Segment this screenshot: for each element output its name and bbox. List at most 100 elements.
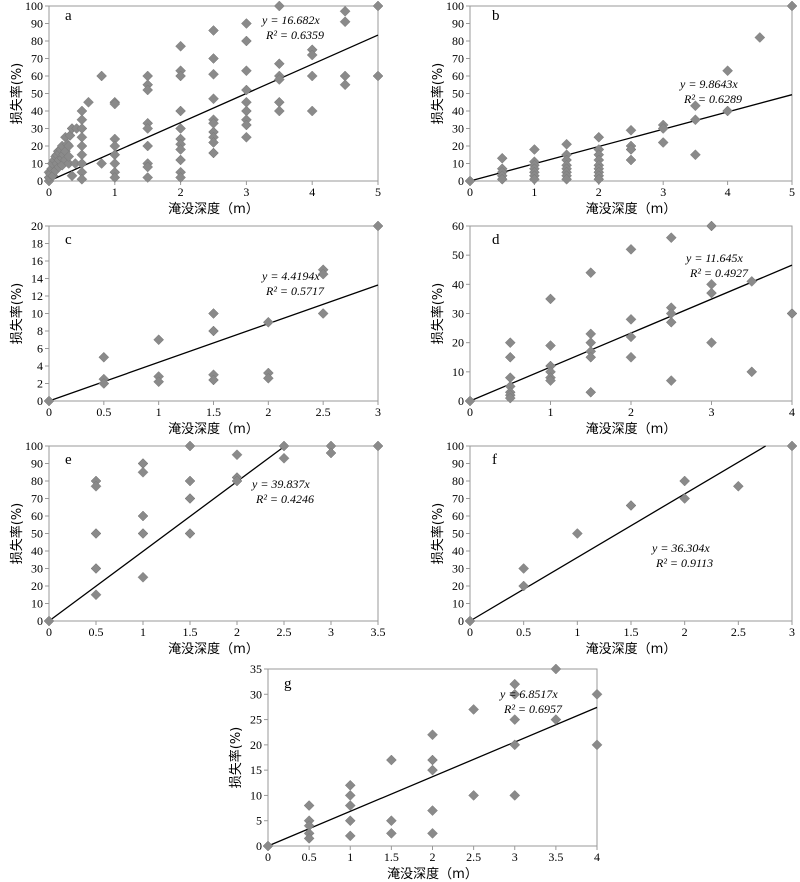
data-point (273, 0, 285, 12)
data-point (386, 754, 397, 766)
panel-letter: g (284, 676, 292, 692)
data-point (109, 98, 121, 110)
data-point (529, 173, 540, 185)
data-point (625, 351, 637, 363)
y-tick-label: 20 (452, 579, 464, 593)
y-tick-label: 0 (458, 174, 464, 188)
data-point (427, 729, 438, 741)
y-tick-label: 10 (31, 307, 43, 321)
x-tick-label: 3 (512, 850, 518, 864)
trendline (469, 94, 793, 182)
y-tick-label: 40 (452, 544, 464, 558)
data-point (273, 74, 285, 85)
x-tick-label: 2.5 (316, 405, 331, 419)
x-tick-label: 0.5 (516, 625, 531, 639)
equation-label: y = 39.837x (251, 477, 310, 491)
trendline (48, 34, 379, 182)
data-point (262, 372, 274, 384)
y-tick-label: 18 (31, 237, 43, 251)
x-tick-label: 5 (375, 185, 381, 199)
data-point (625, 313, 637, 325)
x-axis-label: 淹没深度（m） (168, 201, 259, 217)
data-point (625, 144, 637, 155)
y-axis-label: 损失率(%) (430, 283, 446, 345)
y-tick-label: 70 (31, 492, 43, 506)
y-tick-label: 20 (31, 139, 43, 153)
data-point (184, 475, 196, 487)
equation-label: y = 11.645x (685, 251, 744, 265)
data-point (657, 123, 669, 134)
panel-letter: f (492, 452, 497, 468)
data-point (722, 105, 733, 117)
data-point (137, 466, 149, 478)
data-point (175, 40, 186, 52)
data-point (208, 53, 219, 64)
x-tick-label: 3 (789, 625, 795, 639)
y-tick-label: 30 (452, 562, 464, 576)
data-point (208, 68, 219, 80)
y-tick-label: 10 (452, 157, 464, 171)
y-axis-label: 损失率(%) (9, 63, 25, 125)
data-point (137, 528, 149, 539)
data-point (303, 800, 315, 811)
y-tick-label: 30 (452, 122, 464, 136)
y-tick-label: 20 (31, 219, 43, 233)
data-point (464, 175, 476, 187)
x-tick-label: 2 (265, 405, 271, 419)
data-point (585, 386, 597, 398)
data-point (83, 96, 94, 108)
r2-label: R² = 0.4927 (689, 266, 749, 280)
x-tick-label: 0.5 (96, 405, 111, 419)
data-point (625, 243, 637, 255)
x-tick-label: 1.5 (384, 850, 399, 864)
data-point (184, 528, 196, 539)
data-point (372, 70, 384, 82)
data-point (496, 173, 508, 185)
x-tick-label: 0 (467, 625, 473, 639)
data-point (142, 140, 154, 152)
x-tick-label: 3.5 (371, 625, 386, 639)
r2-label: R² = 0.9113 (655, 556, 713, 570)
y-tick-label: 6 (37, 342, 43, 356)
data-point (153, 334, 165, 346)
y-tick-label: 30 (31, 562, 43, 576)
data-point (427, 805, 438, 816)
y-tick-label: 70 (452, 52, 464, 66)
data-point (344, 800, 356, 811)
data-point (665, 232, 677, 244)
data-point (464, 615, 476, 627)
data-point (208, 137, 219, 148)
y-tick-label: 60 (452, 69, 464, 83)
y-tick-label: 80 (31, 474, 43, 488)
x-tick-label: 0 (265, 850, 271, 864)
data-point (706, 337, 717, 349)
data-point (43, 615, 55, 627)
data-point (325, 447, 337, 459)
y-tick-label: 40 (452, 104, 464, 118)
x-tick-label: 1 (548, 405, 554, 419)
data-point (76, 173, 88, 185)
data-point (344, 830, 356, 842)
equation-label: y = 36.304x (651, 541, 710, 555)
x-tick-label: 2 (628, 405, 634, 419)
data-point (690, 100, 701, 112)
panel-letter: c (65, 232, 72, 248)
y-tick-label: 20 (452, 336, 464, 350)
data-point (98, 378, 110, 389)
y-tick-label: 0 (256, 839, 262, 853)
data-point (591, 739, 603, 751)
data-point (509, 714, 521, 725)
data-point (344, 779, 356, 791)
y-tick-label: 50 (452, 87, 464, 101)
y-tick-label: 50 (31, 87, 43, 101)
y-tick-label: 80 (452, 34, 464, 48)
y-tick-label: 12 (31, 289, 43, 303)
y-tick-label: 30 (452, 307, 464, 321)
data-point (518, 563, 530, 574)
y-tick-label: 100 (25, 0, 43, 13)
data-point (273, 58, 285, 70)
data-point (137, 571, 149, 583)
data-point (184, 440, 196, 452)
